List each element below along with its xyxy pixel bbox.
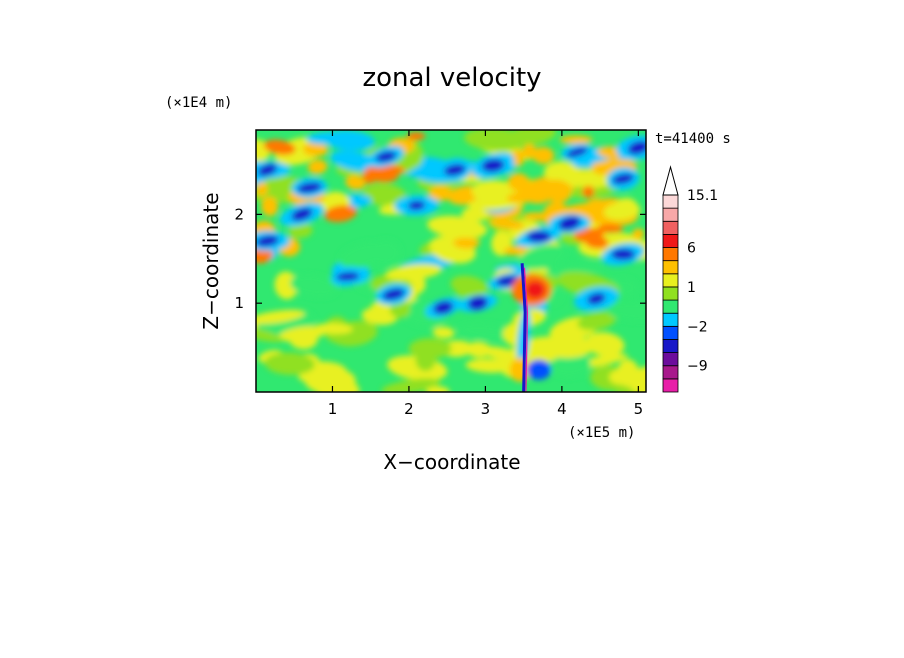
colorbar: 15.1 6 1 −2 −9 xyxy=(662,165,718,393)
colorbar-swatch-1 xyxy=(662,365,679,380)
colorbar-swatch-9 xyxy=(662,260,679,275)
x-axis: 1 2 3 4 5 xyxy=(328,130,643,418)
x-tick-label-2: 3 xyxy=(481,400,491,418)
time-annotation: t=41400 s xyxy=(655,131,731,147)
velocity-field xyxy=(256,130,646,392)
x-tick-label-1: 2 xyxy=(404,400,414,418)
colorbar-swatch-10 xyxy=(662,247,679,262)
y-unit-label: (×1E4 m) xyxy=(165,95,232,111)
colorbar-swatch-0 xyxy=(662,378,679,393)
colorbar-swatch-12 xyxy=(662,220,679,235)
y-axis-label: Z−coordinate xyxy=(199,192,223,329)
colorbar-swatch-4 xyxy=(662,325,679,340)
colorbar-swatch-14 xyxy=(662,194,679,209)
colorbar-swatch-6 xyxy=(662,299,679,314)
colorbar-label-1: 6 xyxy=(687,241,696,257)
colorbar-label-4: −9 xyxy=(687,359,708,375)
colorbar-swatch-13 xyxy=(662,207,679,222)
plot-frame xyxy=(255,129,647,393)
colorbar-label-3: −2 xyxy=(687,319,708,335)
colorbar-label-2: 1 xyxy=(687,280,696,296)
colorbar-swatch-5 xyxy=(662,312,679,327)
x-tick-label-0: 1 xyxy=(328,400,338,418)
colorbar-swatch-3 xyxy=(662,339,679,354)
chart-title: zonal velocity xyxy=(362,63,541,93)
colorbar-swatch-2 xyxy=(662,352,679,367)
colorbar-swatch-11 xyxy=(662,233,679,248)
x-axis-label: X−coordinate xyxy=(383,450,520,474)
colorbar-swatch-8 xyxy=(662,273,679,288)
y-axis: 12 xyxy=(234,205,646,312)
y-tick-label-0: 1 xyxy=(234,294,244,312)
x-tick-label-3: 4 xyxy=(557,400,567,418)
colorbar-extend-arrow xyxy=(662,165,679,196)
colorbar-swatch-7 xyxy=(662,286,679,301)
x-unit-label: (×1E5 m) xyxy=(568,425,635,441)
colorbar-label-0: 15.1 xyxy=(687,188,718,204)
y-tick-label-1: 2 xyxy=(234,205,244,223)
x-tick-label-4: 5 xyxy=(634,400,644,418)
